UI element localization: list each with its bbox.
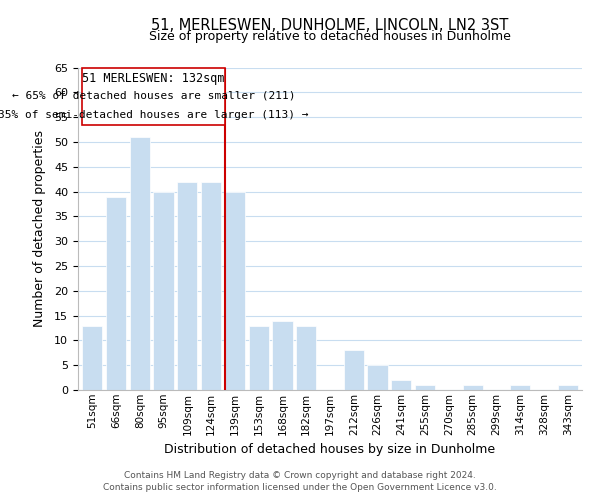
Text: Size of property relative to detached houses in Dunholme: Size of property relative to detached ho… [149, 30, 511, 43]
Bar [344, 350, 364, 390]
Text: ← 65% of detached houses are smaller (211): ← 65% of detached houses are smaller (21… [12, 91, 295, 101]
Bar [557, 385, 578, 390]
Bar [201, 182, 221, 390]
Bar [415, 385, 435, 390]
Bar [225, 192, 245, 390]
X-axis label: Distribution of detached houses by size in Dunholme: Distribution of detached houses by size … [164, 443, 496, 456]
Bar [106, 196, 126, 390]
Text: 51 MERLESWEN: 132sqm: 51 MERLESWEN: 132sqm [82, 72, 225, 85]
Bar [248, 326, 269, 390]
Y-axis label: Number of detached properties: Number of detached properties [33, 130, 46, 327]
Bar [391, 380, 412, 390]
Text: 51, MERLESWEN, DUNHOLME, LINCOLN, LN2 3ST: 51, MERLESWEN, DUNHOLME, LINCOLN, LN2 3S… [151, 18, 509, 32]
Text: 35% of semi-detached houses are larger (113) →: 35% of semi-detached houses are larger (… [0, 110, 309, 120]
Bar [510, 385, 530, 390]
Bar [177, 182, 197, 390]
Text: Contains public sector information licensed under the Open Government Licence v3: Contains public sector information licen… [103, 483, 497, 492]
Bar [82, 326, 103, 390]
Bar [296, 326, 316, 390]
Bar [463, 385, 483, 390]
Bar [82, 68, 225, 124]
Bar [367, 365, 388, 390]
Bar [272, 320, 293, 390]
Bar [130, 137, 150, 390]
Bar [154, 192, 173, 390]
Text: Contains HM Land Registry data © Crown copyright and database right 2024.: Contains HM Land Registry data © Crown c… [124, 472, 476, 480]
